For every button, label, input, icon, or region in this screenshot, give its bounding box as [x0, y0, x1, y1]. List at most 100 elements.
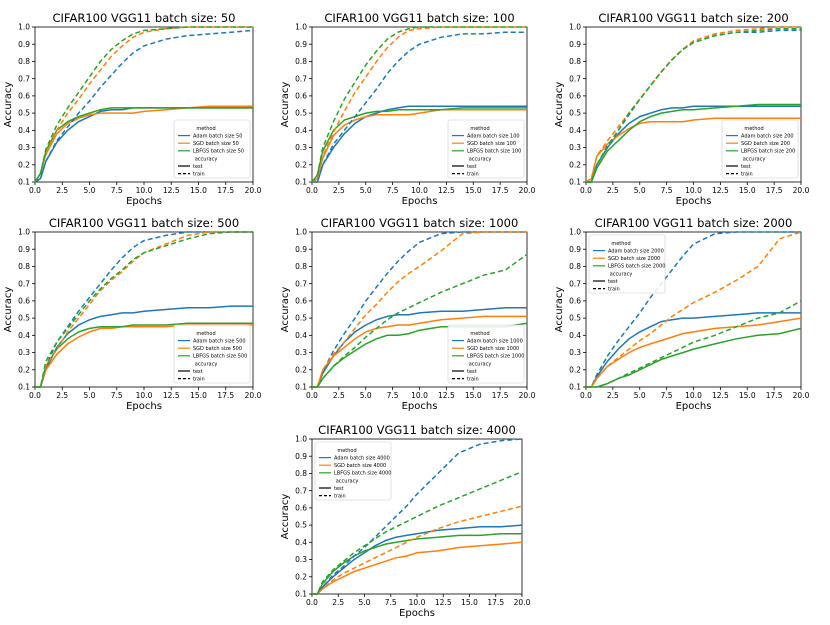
y-tick-label: 1.0: [295, 228, 307, 237]
legend-entry: Adam batch size 4000: [334, 455, 390, 461]
chart-title: CIFAR100 VGG11 batch size: 4000: [318, 423, 516, 437]
x-tick-label: 7.5: [661, 186, 673, 195]
y-tick-label: 0.6: [295, 503, 307, 512]
y-tick-label: 0.5: [18, 314, 30, 323]
legend-entry: Adam batch size 200: [741, 133, 794, 139]
series-line-train-2: [312, 231, 527, 388]
y-tick-label: 0.3: [295, 143, 307, 152]
y-tick-label: 0.8: [18, 262, 30, 271]
legend-entry: SGD batch size 50: [193, 141, 239, 147]
series-line-train-3: [586, 27, 801, 183]
y-tick-label: 0.4: [569, 331, 581, 340]
legend-entry: SGD batch size 200: [741, 141, 790, 147]
x-tick-label: 15.0: [465, 391, 482, 400]
y-axis-label: Accuracy: [280, 494, 291, 540]
series-line-train-2: [35, 231, 253, 388]
x-tick-label: 12.5: [712, 391, 729, 400]
legend-entry: train: [334, 493, 346, 499]
y-tick-label: 0.7: [569, 74, 581, 83]
series-line-test-2: [312, 541, 523, 595]
y-tick-label: 0.6: [295, 296, 307, 305]
y-tick-label: 0.4: [295, 126, 307, 135]
x-tick-label: 0.0: [580, 391, 592, 400]
legend-entry: Adam batch size 100: [467, 133, 520, 139]
legend-entry: train: [741, 171, 753, 177]
chart-panel-7: CIFAR100 VGG11 batch size: 4000 0.0 2.5 5.0…: [280, 423, 531, 619]
y-tick-label: 0.8: [295, 57, 307, 66]
series-line-test-1: [312, 524, 523, 595]
x-tick-label: 12.5: [712, 186, 729, 195]
x-tick-label: 0.0: [29, 391, 41, 400]
x-tick-label: 5.0: [360, 391, 372, 400]
y-tick-label: 0.2: [18, 365, 30, 374]
series-line-test-2: [585, 117, 801, 183]
legend-entry: test: [467, 369, 477, 375]
legend-entry: LBFGS batch size 500: [193, 354, 247, 360]
legend-entry: SGD batch size 1000: [467, 346, 519, 352]
chart-title: CIFAR100 VGG11 batch size: 1000: [321, 216, 519, 230]
x-tick-label: 17.5: [487, 598, 504, 607]
legend-box: [447, 119, 525, 179]
y-tick-label: 1.0: [295, 23, 307, 32]
x-tick-label: 17.5: [217, 391, 234, 400]
y-tick-label: 0.8: [569, 57, 581, 66]
series-line-test-2: [586, 317, 802, 388]
y-tick-label: 1.0: [569, 228, 581, 237]
x-tick-label: 5.0: [359, 598, 371, 607]
x-tick-label: 10.0: [136, 391, 153, 400]
x-axis-label: Epochs: [399, 608, 435, 619]
legend-entry: LBFGS batch size 200: [741, 149, 795, 155]
x-tick-label: 20.0: [514, 598, 531, 607]
legend-box: [721, 119, 799, 179]
legend-entry: LBFGS batch size 2000: [608, 264, 665, 270]
legend-section-title: accuracy: [336, 478, 359, 484]
legend-entry: SGD batch size 4000: [334, 463, 386, 469]
series-line-test-1: [312, 105, 527, 183]
x-tick-label: 0.0: [580, 186, 592, 195]
y-tick-label: 0.6: [569, 91, 581, 100]
legend-section-title: accuracy: [610, 271, 633, 277]
x-axis-label: Epochs: [126, 401, 162, 412]
x-tick-label: 17.5: [766, 186, 783, 195]
y-tick-label: 0.5: [295, 521, 307, 530]
legend-section-title: method: [470, 126, 489, 132]
legend-entry: SGD batch size 2000: [608, 256, 660, 262]
y-tick-label: 1.0: [295, 435, 307, 444]
series-line-train-3: [312, 253, 528, 388]
legend-entry: test: [741, 164, 751, 170]
legend-section-title: accuracy: [743, 156, 766, 162]
series-line-test-3: [311, 107, 527, 183]
y-tick-label: 0.1: [295, 178, 307, 187]
legend-entry: test: [193, 369, 203, 375]
x-tick-label: 7.5: [111, 391, 123, 400]
chart-title: CIFAR100 VGG11 batch size: 500: [49, 216, 239, 230]
x-tick-label: 5.0: [634, 391, 646, 400]
legend-entry: LBFGS batch size 1000: [467, 354, 524, 360]
series-line-train-2: [312, 505, 523, 595]
legend-section-title: method: [196, 331, 215, 337]
x-tick-label: 12.5: [163, 186, 180, 195]
legend-entry: Adam batch size 500: [193, 338, 246, 344]
legend-box: [447, 324, 525, 384]
y-tick-label: 0.3: [295, 555, 307, 564]
series-line-test-3: [312, 532, 522, 595]
x-tick-label: 20.0: [519, 186, 536, 195]
chart-panel-5: CIFAR100 VGG11 batch size: 1000 0.0 2.5 5.0…: [280, 216, 536, 412]
x-tick-label: 17.5: [492, 186, 509, 195]
x-tick-label: 5.0: [360, 186, 372, 195]
y-tick-label: 0.2: [295, 160, 307, 169]
x-tick-label: 7.5: [387, 391, 399, 400]
y-axis-label: Accuracy: [554, 82, 565, 128]
x-tick-label: 7.5: [385, 598, 397, 607]
y-tick-label: 0.7: [295, 486, 307, 495]
x-tick-label: 10.0: [685, 186, 702, 195]
x-axis-label: Epochs: [676, 401, 712, 412]
y-axis-label: Accuracy: [280, 287, 291, 333]
y-tick-label: 1.0: [569, 23, 581, 32]
y-tick-label: 0.5: [569, 109, 581, 118]
y-tick-label: 0.4: [569, 126, 581, 135]
legend-section-title: method: [744, 126, 763, 132]
x-axis-label: Epochs: [402, 401, 438, 412]
